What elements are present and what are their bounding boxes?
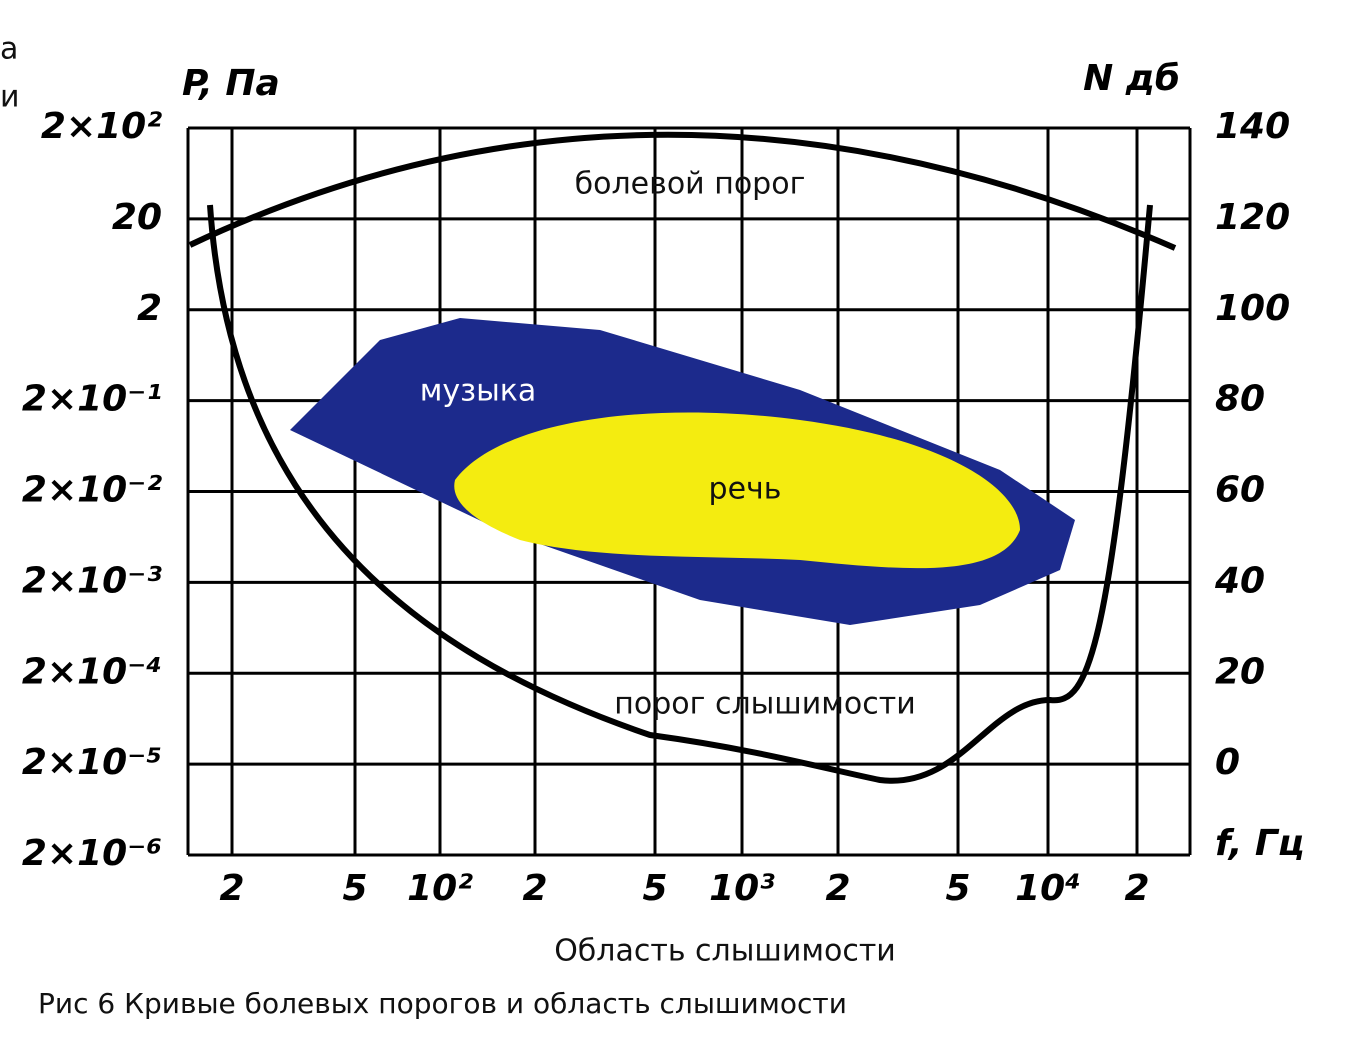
right-tick-label: 80 — [1215, 379, 1265, 420]
music-label: музыка — [420, 374, 537, 409]
corner-fragment: а — [0, 32, 18, 67]
x-tick-label: 5 — [342, 868, 367, 909]
x-tick-label: 10⁴ — [1015, 868, 1081, 909]
right-tick-label: 100 — [1215, 288, 1290, 329]
hearing-label: порог слышимости — [614, 687, 915, 722]
left-tick-label: 2×10⁻³ — [22, 560, 162, 601]
pain-threshold-curve — [188, 131, 1177, 251]
pain-label: болевой порог — [575, 167, 806, 202]
x-tick-label: 2 — [1124, 868, 1149, 909]
left-tick-label: 2×10⁻⁴ — [22, 651, 162, 692]
tick-labels: 2×10²2022×10⁻¹2×10⁻²2×10⁻³2×10⁻⁴2×10⁻⁵2×… — [22, 106, 1305, 909]
left-tick-label: 2×10⁻² — [22, 470, 162, 511]
hearing-threshold-curve — [207, 204, 1153, 784]
x-tick-label: 2 — [522, 868, 547, 909]
left-tick-label: 2×10² — [41, 106, 162, 147]
speech-label: речь — [709, 472, 782, 507]
x-axis-title: Область слышимости — [554, 934, 896, 969]
left-axis-title: P, Па — [182, 63, 280, 104]
left-tick-label: 2×10⁻¹ — [22, 379, 162, 420]
right-axis-title: N дб — [1083, 58, 1180, 99]
left-tick-label: 2×10⁻⁵ — [22, 742, 162, 783]
right-tick-label: 60 — [1215, 470, 1265, 511]
x-tick-label: 10² — [407, 868, 473, 909]
right-tick-label: 0 — [1215, 742, 1240, 783]
x-tick-label: 2 — [219, 868, 244, 909]
x-tick-label: 2 — [825, 868, 850, 909]
speech-region — [454, 412, 1021, 569]
corner-fragment: и — [0, 80, 20, 115]
x-tick-label: 5 — [945, 868, 970, 909]
x-tick-label: 5 — [642, 868, 667, 909]
x-tick-label: 10³ — [709, 868, 775, 909]
right-tick-label: 40 — [1214, 560, 1265, 601]
right-tick-label: 20 — [1215, 651, 1265, 692]
caption: Рис 6 Кривые болевых порогов и область с… — [38, 987, 847, 1020]
left-tick-label: 2×10⁻⁶ — [22, 833, 162, 874]
right-tick-label: 120 — [1215, 197, 1290, 238]
right-tick-label: 140 — [1215, 106, 1290, 147]
left-tick-label: 20 — [112, 197, 162, 238]
left-tick-label: 2 — [137, 288, 162, 329]
right-unit-label: f, Гц — [1215, 823, 1305, 864]
